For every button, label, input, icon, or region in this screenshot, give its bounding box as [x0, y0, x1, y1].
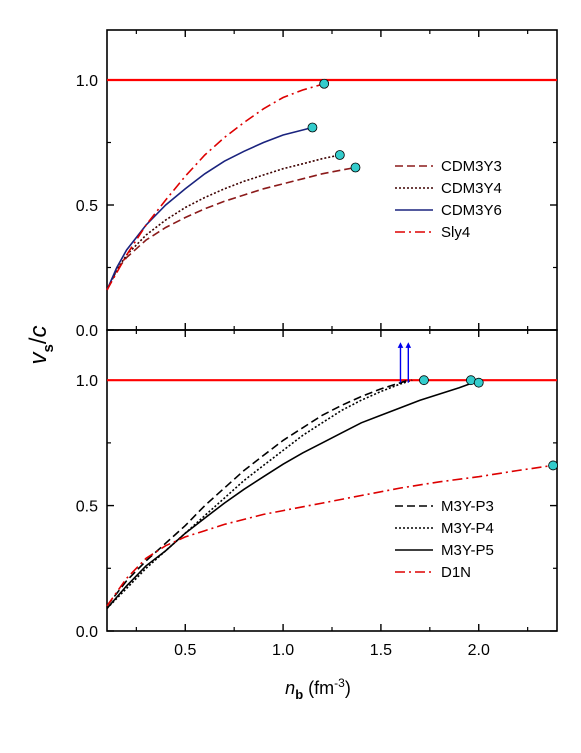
series-line-m3y-p3	[106, 379, 409, 607]
endpoint-marker	[334, 150, 345, 160]
y-tick-label: 0.0	[76, 624, 98, 641]
endpoint-marker	[319, 78, 330, 89]
series-line-sly4	[106, 83, 325, 291]
endpoint-marker	[548, 460, 558, 471]
y-tick-label: 0.5	[76, 499, 98, 516]
endpoint-marker	[350, 162, 361, 173]
legend-label-d1n: D1N	[441, 564, 471, 581]
series-line-m3y-p4	[106, 379, 413, 609]
series-line-m3y-p5	[106, 381, 474, 609]
x-tick-label: 0.5	[174, 642, 196, 659]
panels: 0.0 0.5 1.0 CDM3Y3 CDM3Y4 CDM3Y6 Sly4 0.0 0.5 1.0…	[76, 29, 558, 659]
endpoint-marker	[307, 122, 318, 133]
endpoint-marker	[419, 375, 429, 386]
x-tick-label: 2.0	[468, 642, 490, 659]
y-axis-label: vs/c	[25, 325, 57, 364]
plot-frame	[106, 329, 558, 632]
series-line-cdm3y4	[106, 154, 340, 291]
x-axis-label: nb (fm-3)	[285, 676, 351, 702]
legend-label-m3y-p3: M3Y-P3	[441, 498, 494, 515]
legend-label-m3y-p5: M3Y-P5	[441, 542, 494, 559]
y-tick-label: 0.0	[76, 323, 98, 340]
y-tick-label: 0.5	[76, 198, 98, 215]
y-tick-label: 1.0	[76, 73, 98, 90]
panel-top: 0.0 0.5 1.0 CDM3Y3 CDM3Y4 CDM3Y6 Sly4	[76, 29, 558, 340]
series-line-d1n	[106, 464, 554, 607]
series-line-cdm3y3	[106, 166, 356, 291]
x-tick-label: 1.0	[272, 642, 294, 659]
x-tick-label: 1.5	[370, 642, 392, 659]
legend-label-cdm3y6: CDM3Y6	[441, 202, 502, 219]
legend-label-cdm3y4: CDM3Y4	[441, 180, 502, 197]
series-line-cdm3y6	[106, 126, 313, 291]
panel-bottom: 0.0 0.5 1.0 0.5 1.0 1.5 2.0 M3Y-P3 M3Y-P4 M3Y-P5 D…	[76, 329, 558, 659]
legend-label-m3y-p4: M3Y-P4	[441, 520, 494, 537]
endpoint-marker	[473, 377, 484, 388]
y-tick-label: 1.0	[76, 373, 98, 390]
legend-label-sly4: Sly4	[441, 224, 470, 241]
legend-label-cdm3y3: CDM3Y3	[441, 158, 502, 175]
